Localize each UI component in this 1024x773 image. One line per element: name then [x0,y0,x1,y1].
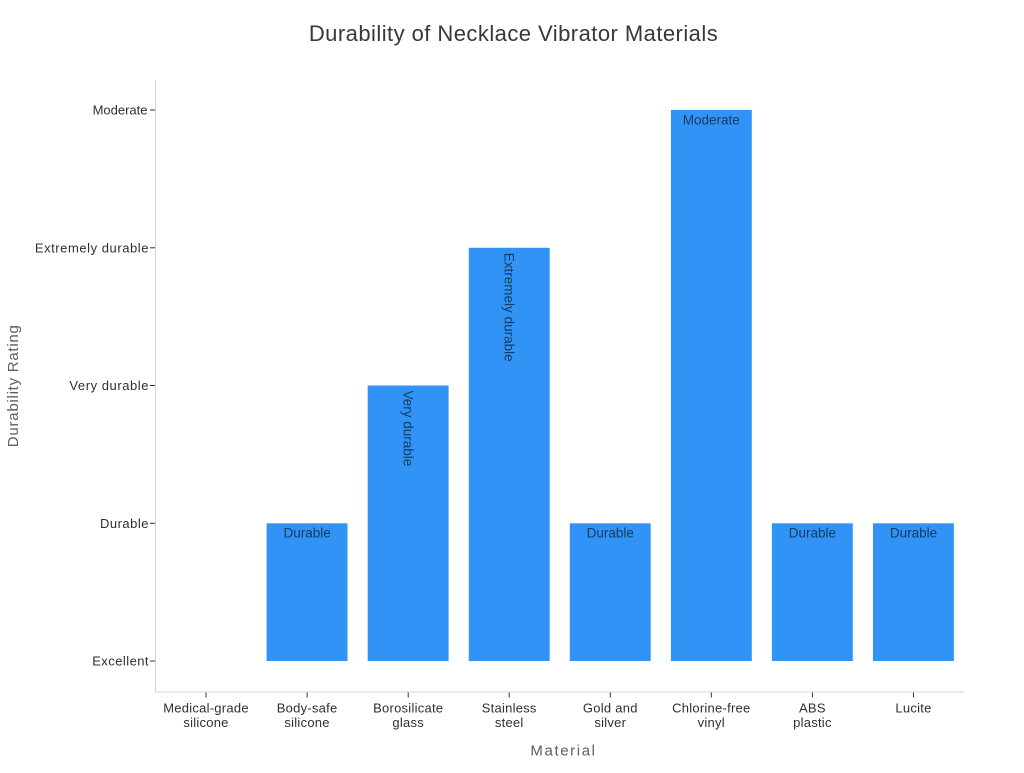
svg-text:Durable: Durable [587,526,634,541]
svg-text:Durable: Durable [789,526,836,541]
svg-text:silicone: silicone [183,715,228,730]
svg-text:Lucite: Lucite [895,701,931,716]
svg-text:Extremely durable: Extremely durable [35,240,149,255]
svg-text:glass: glass [392,715,424,730]
svg-text:Extremely durable: Extremely durable [502,253,517,362]
svg-text:Body-safe: Body-safe [277,701,338,716]
svg-text:Medical-grade: Medical-grade [163,701,249,716]
svg-text:Moderate: Moderate [683,112,740,127]
svg-text:Very durable: Very durable [69,378,149,393]
svg-text:Borosilicate: Borosilicate [373,701,443,716]
svg-text:Durable: Durable [890,526,937,541]
svg-text:silicone: silicone [284,715,329,730]
svg-text:Chlorine-free: Chlorine-free [672,701,750,716]
svg-text:Stainless: Stainless [482,701,537,716]
svg-text:Material: Material [530,743,596,760]
svg-text:Gold and: Gold and [583,701,638,716]
svg-text:Moderate: Moderate [93,103,148,118]
svg-text:Very durable: Very durable [401,391,416,467]
svg-text:ABS: ABS [799,701,826,716]
svg-text:plastic: plastic [793,715,832,730]
svg-text:Durability of Necklace Vibrato: Durability of Necklace Vibrator Material… [309,21,718,46]
svg-text:silver: silver [594,715,626,730]
svg-text:vinyl: vinyl [698,715,725,730]
svg-text:Excellent: Excellent [92,654,149,669]
svg-text:Durable: Durable [283,526,330,541]
svg-text:steel: steel [495,715,524,730]
svg-text:Durability Rating: Durability Rating [5,324,22,447]
svg-text:Durable: Durable [100,516,149,531]
